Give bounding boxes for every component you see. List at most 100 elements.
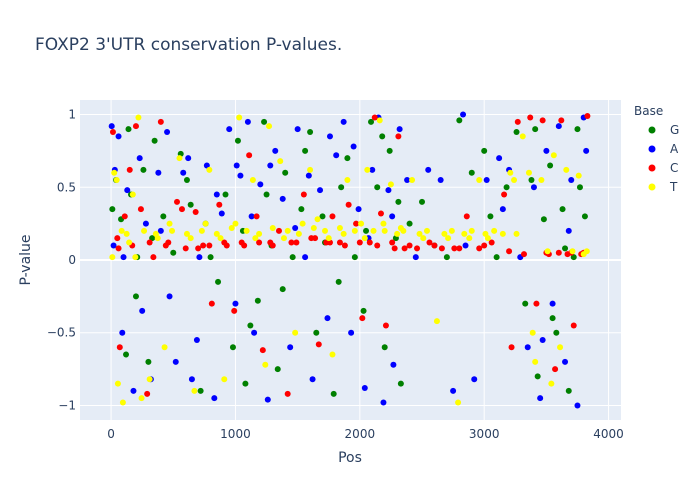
point-T xyxy=(397,225,404,231)
point-A xyxy=(396,126,403,133)
point-G xyxy=(419,198,426,205)
point-C xyxy=(315,341,322,348)
point-C xyxy=(231,307,238,314)
point-T xyxy=(569,248,576,255)
point-A xyxy=(267,162,274,169)
point-T xyxy=(114,380,121,387)
point-G xyxy=(307,129,314,135)
legend-title: Base xyxy=(634,104,663,118)
series-A xyxy=(108,111,590,409)
point-T xyxy=(358,220,365,227)
point-C xyxy=(284,390,291,397)
point-C xyxy=(508,344,515,351)
point-T xyxy=(538,177,545,183)
point-A xyxy=(211,395,218,402)
point-G xyxy=(487,213,494,220)
point-C xyxy=(178,206,185,213)
point-A xyxy=(460,111,467,118)
point-A xyxy=(309,376,316,383)
point-G xyxy=(298,206,305,213)
point-G xyxy=(302,147,309,154)
point-C xyxy=(200,242,207,249)
point-T xyxy=(394,230,401,237)
point-A xyxy=(568,177,575,183)
point-C xyxy=(182,245,189,252)
point-A xyxy=(385,187,392,194)
point-G xyxy=(313,329,320,336)
point-C xyxy=(456,245,463,252)
point-G xyxy=(125,126,132,133)
point-A xyxy=(185,155,192,162)
data-points xyxy=(108,111,591,409)
point-C xyxy=(206,242,213,249)
point-G xyxy=(207,254,214,261)
point-T xyxy=(336,225,343,231)
point-T xyxy=(123,230,130,237)
point-G xyxy=(381,344,388,351)
point-T xyxy=(381,227,388,234)
point-G xyxy=(132,293,139,300)
point-G xyxy=(386,147,393,154)
point-T xyxy=(466,235,473,242)
point-A xyxy=(333,152,340,159)
point-C xyxy=(341,242,348,249)
point-C xyxy=(275,227,282,234)
point-T xyxy=(532,358,539,365)
point-G xyxy=(274,366,281,373)
point-G xyxy=(456,117,463,124)
point-T xyxy=(243,227,250,234)
point-G xyxy=(247,322,254,329)
point-T xyxy=(351,227,358,234)
point-T xyxy=(575,172,582,179)
legend-marker-T xyxy=(648,183,656,191)
point-T xyxy=(221,376,228,383)
legend-marker-G xyxy=(648,126,656,134)
point-G xyxy=(282,169,289,176)
point-C xyxy=(174,198,181,205)
point-T xyxy=(491,227,498,234)
point-T xyxy=(544,248,551,255)
point-T xyxy=(213,230,220,237)
point-C xyxy=(162,242,169,249)
point-A xyxy=(499,206,506,213)
point-A xyxy=(530,184,537,191)
point-G xyxy=(222,191,229,198)
point-C xyxy=(146,239,153,246)
point-G xyxy=(581,213,588,220)
point-A xyxy=(543,147,550,154)
point-C xyxy=(195,245,202,252)
x-axis-title: Pos xyxy=(338,450,362,466)
y-axis-ticks: −1 −0.5 0 0.5 1 xyxy=(47,108,76,413)
point-T xyxy=(118,227,125,234)
point-G xyxy=(351,254,358,261)
point-A xyxy=(324,315,331,322)
point-G xyxy=(406,220,413,227)
point-C xyxy=(506,248,513,255)
point-T xyxy=(183,230,190,237)
point-T xyxy=(416,230,423,237)
point-T xyxy=(292,329,299,336)
point-A xyxy=(317,187,324,194)
point-T xyxy=(295,230,302,237)
point-T xyxy=(380,220,387,227)
point-T xyxy=(176,155,183,162)
point-T xyxy=(364,166,371,173)
point-T xyxy=(557,344,564,351)
point-A xyxy=(302,254,309,261)
point-C xyxy=(312,235,319,242)
point-C xyxy=(374,242,381,249)
point-G xyxy=(397,380,404,387)
point-G xyxy=(570,254,577,261)
point-T xyxy=(284,227,291,234)
point-A xyxy=(188,376,195,383)
point-C xyxy=(451,245,458,252)
point-A xyxy=(279,195,286,202)
point-A xyxy=(142,220,149,227)
point-T xyxy=(135,114,142,121)
point-T xyxy=(420,235,427,242)
point-A xyxy=(218,210,225,217)
x-tick-label: 3000 xyxy=(469,427,500,441)
point-C xyxy=(109,129,116,135)
